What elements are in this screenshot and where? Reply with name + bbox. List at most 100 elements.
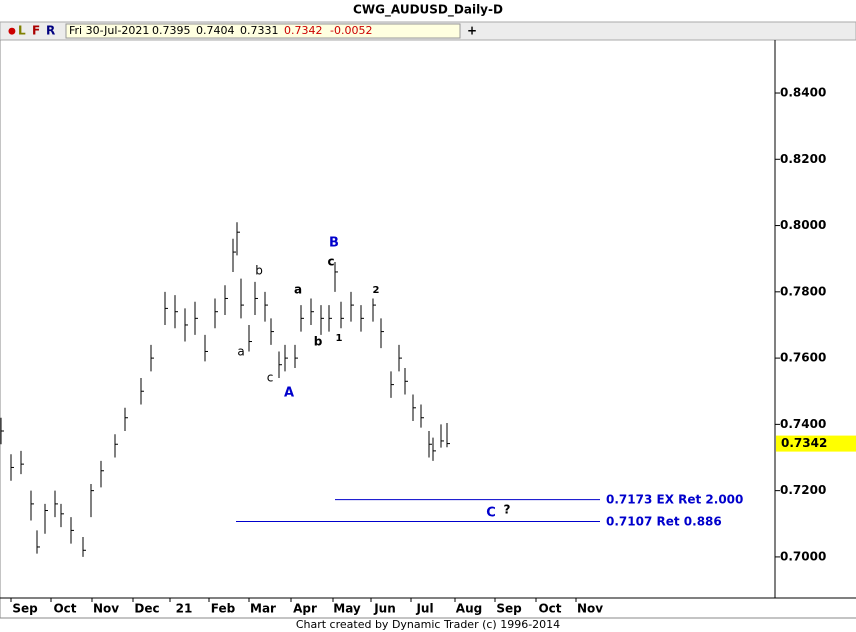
price-bar (440, 424, 444, 448)
price-bar (412, 394, 416, 422)
wave-label: a (294, 283, 302, 297)
price-bar (184, 308, 188, 342)
level-value: 0.7107 (606, 514, 652, 528)
x-tick-label: Jun (373, 602, 396, 616)
price-bar (320, 305, 324, 335)
price-bar (380, 318, 384, 349)
toolbar-plus[interactable]: + (467, 24, 477, 38)
wave-labels: A B a b c a b c 1 2 C ? (237, 236, 510, 521)
price-bar (90, 484, 94, 518)
x-tick-label: May (333, 602, 361, 616)
info-low: 0.7331 (240, 24, 279, 37)
info-box (65, 23, 461, 39)
info-open: 0.7395 (152, 24, 191, 37)
x-tick-label: Nov (577, 602, 603, 616)
wave-label: 1 (336, 333, 343, 344)
info-close: 0.7342 (284, 24, 323, 37)
x-tick-label: Feb (211, 602, 236, 616)
x-tick-label: Sep (12, 602, 38, 616)
y-tick-label: 0.8000 (780, 218, 826, 232)
price-bar (124, 407, 128, 431)
toolbar-dot[interactable]: ● (8, 27, 16, 37)
price-bar (294, 344, 298, 369)
price-bar (446, 423, 450, 448)
price-bar (224, 285, 228, 316)
price-bar (350, 291, 354, 322)
price-bar (150, 344, 154, 372)
x-tick-label: Jul (415, 602, 433, 616)
x-tick-label: Apr (293, 602, 317, 616)
price-bar (70, 517, 74, 544)
y-tick-label: 0.7200 (780, 483, 826, 497)
price-bar (254, 281, 258, 316)
price-bar (60, 503, 64, 528)
x-tick-label: Oct (53, 602, 76, 616)
footer: Chart created by Dynamic Trader (c) 1996… (296, 618, 560, 631)
wave-label: b (255, 264, 263, 278)
wave-label: c (327, 255, 334, 269)
price-bar (390, 371, 394, 398)
price-bar (54, 490, 58, 518)
price-bar (114, 434, 118, 458)
price-bar (44, 503, 48, 534)
wave-label: a (237, 345, 244, 359)
price-bar (0, 417, 4, 445)
price-bar (328, 305, 332, 332)
price-bar (340, 301, 344, 329)
x-tick-label: 21 (176, 602, 193, 616)
price-bar (214, 298, 218, 329)
price-bar (20, 450, 24, 475)
price-bar (404, 368, 408, 395)
level-label: 0.7107 Ret 0.886 (606, 514, 722, 528)
x-tick-label: Mar (250, 602, 276, 616)
toolbar-f[interactable]: F (32, 24, 40, 38)
price-bar (236, 222, 240, 256)
price-bar (232, 238, 236, 272)
price-bar (428, 430, 432, 458)
price-bar (204, 334, 208, 362)
price-bar (278, 351, 282, 378)
price-bar (270, 318, 274, 345)
y-tick-label: 0.7400 (780, 417, 826, 431)
price-bar (240, 278, 244, 319)
wave-label: B (329, 236, 339, 251)
wave-label: ? (504, 503, 511, 517)
price-bar (420, 404, 424, 428)
level-text: Ret 0.886 (657, 514, 722, 528)
y-tick-label: 0.8200 (780, 152, 826, 166)
chart-title: CWG_AUDUSD_Daily-D (353, 3, 503, 18)
price-bar (432, 437, 436, 461)
price-bar (82, 537, 86, 557)
price-bar (36, 530, 40, 554)
last-price-label: 0.7342 (781, 436, 827, 450)
y-tick-label: 0.7600 (780, 351, 826, 365)
info-change: -0.0052 (330, 24, 372, 37)
price-bar (140, 377, 144, 405)
price-bar (10, 454, 14, 481)
wave-label: c (267, 371, 274, 385)
price-bar (310, 298, 314, 325)
info-date: Fri 30-Jul-2021 (69, 24, 149, 37)
price-bar (174, 295, 178, 329)
y-tick-label: 0.7800 (780, 284, 826, 298)
info-high: 0.7404 (196, 24, 235, 37)
x-tick-label: Oct (538, 602, 561, 616)
price-bar (194, 301, 198, 335)
last-price-box (776, 435, 856, 452)
y-tick-label: 0.8400 (780, 86, 826, 100)
toolbar-l[interactable]: L (18, 24, 26, 38)
price-bar (300, 305, 304, 332)
wave-label: b (314, 335, 323, 349)
level-label: 0.7173 EX Ret 2.000 (606, 492, 743, 506)
price-bar (360, 305, 364, 332)
wave-label: 2 (373, 285, 380, 296)
price-bar (334, 262, 338, 292)
x-tick-label: Dec (134, 602, 159, 616)
wave-label: A (284, 386, 294, 401)
price-bar (30, 490, 34, 521)
wave-label: C (486, 506, 496, 521)
level-value: 0.7173 (606, 492, 652, 506)
toolbar-r[interactable]: R (46, 24, 55, 38)
